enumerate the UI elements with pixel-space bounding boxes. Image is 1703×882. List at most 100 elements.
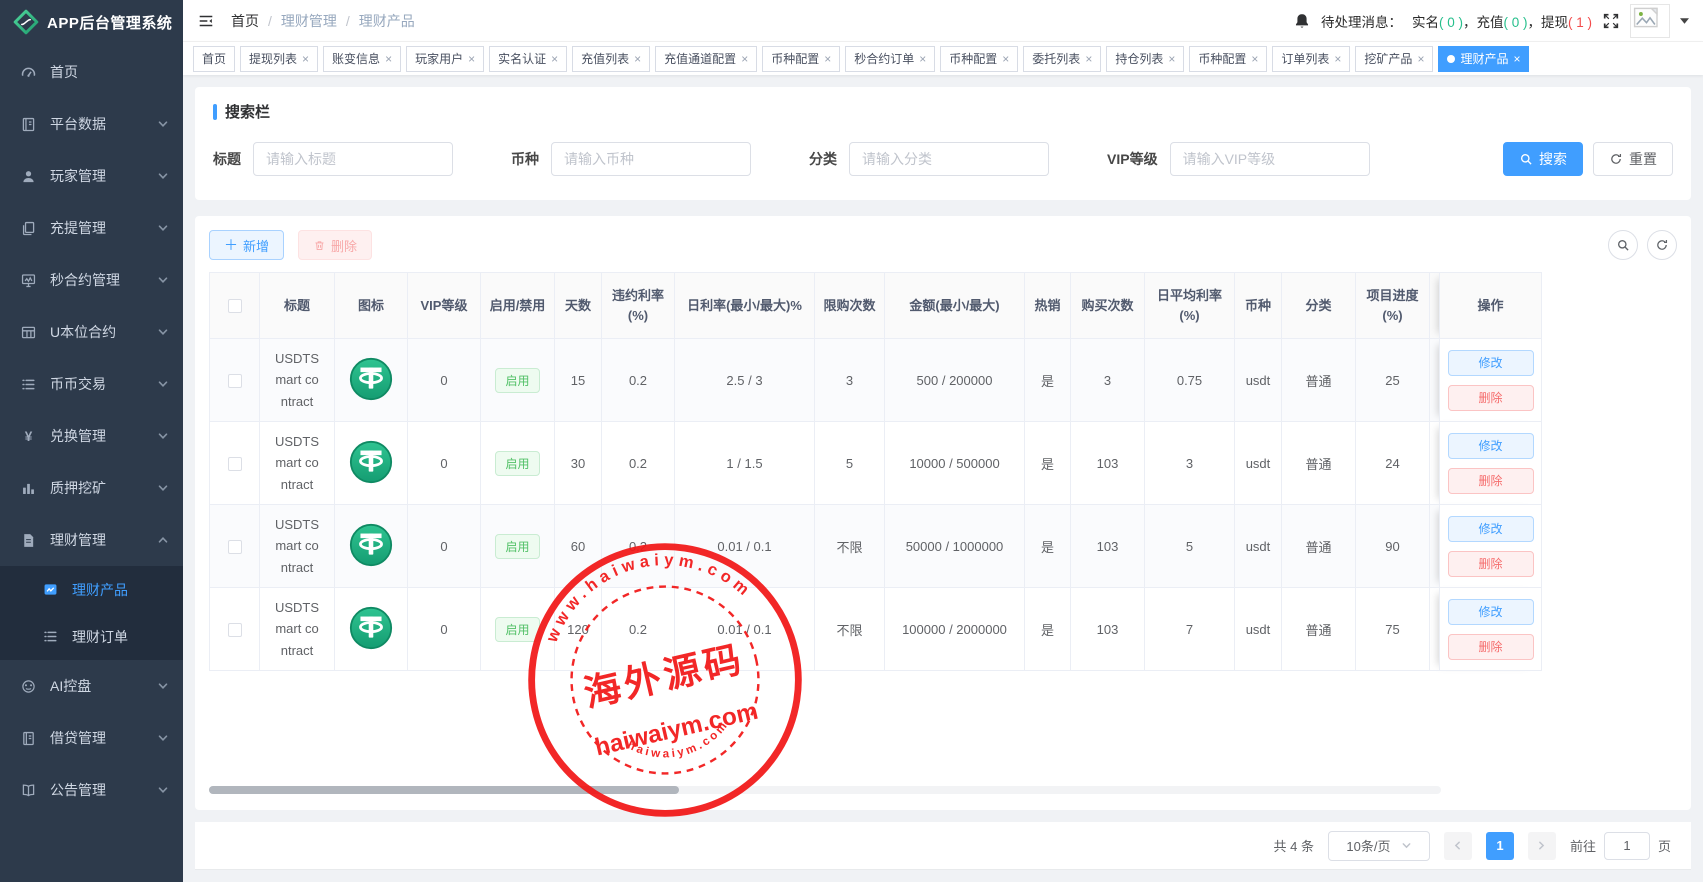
row-checkbox[interactable]: [227, 622, 242, 637]
edit-button[interactable]: 修改: [1447, 349, 1534, 376]
close-icon[interactable]: ×: [468, 51, 476, 66]
search-panel: 搜索栏 标题 币种 分类 VIP等级 搜索 重置: [195, 87, 1691, 200]
select-all-checkbox[interactable]: [227, 299, 242, 314]
search-input-1[interactable]: [551, 142, 751, 176]
table-panel: ＋ 新增 删除 标题 图标 VIP等级 启用/禁用 天数 违约利率 (%) 日利率(最小/最…: [195, 216, 1691, 810]
close-icon[interactable]: ×: [1085, 51, 1093, 66]
row-delete-button[interactable]: 删除: [1447, 384, 1534, 411]
tab-3[interactable]: 玩家用户 ×: [406, 45, 485, 72]
sidebar-item-9[interactable]: 理财管理: [0, 514, 183, 566]
tab-11[interactable]: 持仓列表 ×: [1106, 45, 1185, 72]
tab-7[interactable]: 币种配置 ×: [762, 45, 841, 72]
edit-button[interactable]: 修改: [1447, 515, 1534, 542]
avatar[interactable]: [1630, 3, 1670, 38]
tab-15[interactable]: 理财产品 ×: [1438, 45, 1530, 72]
sidebar-item-7[interactable]: ¥ 兑换管理: [0, 410, 183, 462]
row-delete-button[interactable]: 删除: [1447, 633, 1534, 660]
close-icon[interactable]: ×: [634, 51, 642, 66]
row-checkbox[interactable]: [227, 373, 242, 388]
sidebar-subitem-9-0[interactable]: 理财产品: [0, 566, 183, 613]
monitor-icon: [20, 271, 38, 289]
close-icon[interactable]: ×: [385, 51, 393, 66]
close-icon[interactable]: ×: [551, 51, 559, 66]
sidebar-item-10[interactable]: AI控盘: [0, 660, 183, 712]
sidebar-item-2[interactable]: 玩家管理: [0, 150, 183, 202]
add-button[interactable]: ＋ 新增: [209, 230, 285, 260]
sidebar-item-8[interactable]: 质押挖矿: [0, 462, 183, 514]
close-icon[interactable]: ×: [302, 51, 310, 66]
tab-13[interactable]: 订单列表 ×: [1272, 45, 1351, 72]
sidebar-item-3[interactable]: 充提管理: [0, 202, 183, 254]
tab-2[interactable]: 账变信息 ×: [323, 45, 402, 72]
logo-icon: [13, 9, 39, 35]
close-icon[interactable]: ×: [1251, 51, 1259, 66]
close-icon[interactable]: ×: [1513, 51, 1521, 66]
row-checkbox[interactable]: [227, 539, 242, 554]
tab-4[interactable]: 实名认证 ×: [489, 45, 568, 72]
close-icon[interactable]: ×: [919, 51, 927, 66]
row-delete-button[interactable]: 删除: [1447, 467, 1534, 494]
breadcrumb-item-1[interactable]: 理财管理: [280, 12, 337, 29]
search-input-0[interactable]: [253, 142, 453, 176]
robot-icon: [20, 677, 38, 695]
page-size-select[interactable]: 10条/页: [1327, 830, 1430, 861]
search-input-3[interactable]: [1169, 142, 1370, 176]
tab-14[interactable]: 挖矿产品 ×: [1355, 45, 1434, 72]
cell-progress: 90: [1355, 504, 1430, 588]
prev-page-button[interactable]: [1443, 831, 1472, 860]
sidebar-item-label: 借贷管理: [50, 730, 106, 746]
sidebar-item-4[interactable]: 秒合约管理: [0, 254, 183, 306]
tether-coin-icon: [349, 523, 393, 567]
search-input-2[interactable]: [849, 142, 1049, 176]
next-page-button[interactable]: [1527, 831, 1556, 860]
tab-0[interactable]: 首页: [193, 45, 236, 72]
close-icon[interactable]: ×: [1168, 51, 1176, 66]
fullscreen-icon[interactable]: [1602, 12, 1620, 30]
tab-12[interactable]: 币种配置 ×: [1189, 45, 1268, 72]
sidebar-subitem-9-1[interactable]: 理财订单: [0, 613, 183, 660]
tab-8[interactable]: 秒合约订单 ×: [845, 45, 936, 72]
products-table: 标题 图标 VIP等级 启用/禁用 天数 违约利率 (%) 日利率(最小/最大)% 限购次数金…: [209, 272, 1542, 671]
reset-button[interactable]: 重置: [1593, 142, 1673, 176]
breadcrumb-item-0[interactable]: 首页: [231, 12, 259, 29]
user-menu-caret-icon[interactable]: [1680, 17, 1689, 24]
sidebar-item-6[interactable]: 币币交易: [0, 358, 183, 410]
row-checkbox[interactable]: [227, 456, 242, 471]
tab-10[interactable]: 委托列表 ×: [1023, 45, 1102, 72]
tab-label: 账变信息: [332, 52, 381, 66]
delete-button[interactable]: 删除: [298, 230, 373, 260]
close-icon[interactable]: ×: [1002, 51, 1010, 66]
edit-button[interactable]: 修改: [1447, 432, 1534, 459]
tab-5[interactable]: 充值列表 ×: [572, 45, 651, 72]
sidebar-item-5[interactable]: U本位合约: [0, 306, 183, 358]
row-delete-button[interactable]: 删除: [1447, 550, 1534, 577]
cell-coin: usdt: [1234, 587, 1282, 671]
search-button[interactable]: 搜索: [1503, 142, 1583, 176]
sidebar-item-1[interactable]: 平台数据: [0, 98, 183, 150]
close-icon[interactable]: ×: [824, 51, 832, 66]
close-icon[interactable]: ×: [1334, 51, 1342, 66]
collapse-menu-icon[interactable]: [197, 12, 215, 30]
actions-cell: 修改 删除: [1439, 338, 1542, 422]
current-page[interactable]: 1: [1485, 831, 1514, 860]
sidebar-item-12[interactable]: 公告管理: [0, 764, 183, 816]
table-search-toggle-button[interactable]: [1608, 230, 1638, 260]
sidebar-item-11[interactable]: 借贷管理: [0, 712, 183, 764]
status-badge: 启用: [495, 450, 540, 476]
tab-9[interactable]: 币种配置 ×: [940, 45, 1019, 72]
goto-label: 前往: [1569, 839, 1596, 854]
goto-page-input[interactable]: [1603, 831, 1650, 860]
cell-daily_rate: 0.01 / 0.1: [674, 504, 815, 588]
breadcrumb-item-2[interactable]: 理财产品: [358, 12, 415, 29]
tab-6[interactable]: 充值通道配置 ×: [655, 45, 758, 72]
close-icon[interactable]: ×: [741, 51, 749, 66]
close-icon[interactable]: ×: [1417, 51, 1425, 66]
cell-buys: 103: [1070, 421, 1145, 505]
tab-1[interactable]: 提现列表 ×: [240, 45, 319, 72]
scrollbar-thumb[interactable]: [209, 786, 679, 794]
table-refresh-button[interactable]: [1647, 230, 1677, 260]
edit-button[interactable]: 修改: [1447, 598, 1534, 625]
sidebar-item-0[interactable]: 首页: [0, 46, 183, 98]
bell-icon[interactable]: [1293, 12, 1311, 30]
topbar-right: 待处理消息： 实名( 0 )， 充值( 0 )， 提现( 1 ): [1293, 3, 1689, 38]
